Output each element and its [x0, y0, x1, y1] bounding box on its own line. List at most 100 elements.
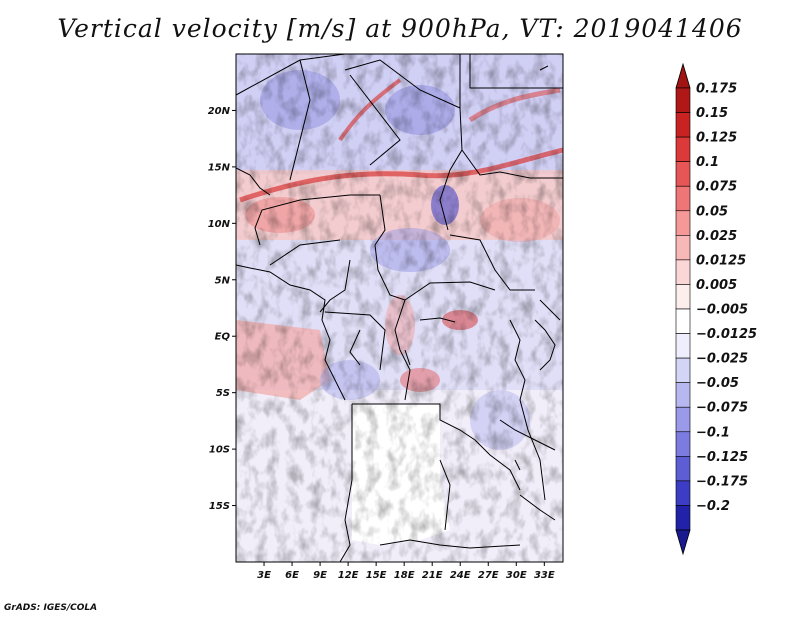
- border-line: [474, 439, 521, 491]
- colorbar-label: −0.2: [696, 499, 730, 514]
- lon-tick-label: 27E: [478, 570, 499, 581]
- lon-tick-label: 24E: [450, 570, 471, 581]
- colorbar-label: −0.005: [696, 303, 748, 318]
- border-line: [289, 59, 311, 181]
- border-line: [499, 419, 556, 451]
- colorbar: 0.175 0.15 0.125 0.1 0.075 0.05 0.025 0.0125 0.0…: [675, 62, 757, 556]
- coastline: [509, 319, 546, 501]
- colorbar-swatch: [675, 210, 691, 236]
- colorbar-label: 0.05: [696, 204, 728, 219]
- border-line: [339, 404, 353, 562]
- lon-tick-label: 6E: [285, 570, 299, 581]
- colorbar-bottom-arrow: [675, 529, 691, 556]
- colorbar-label: 0.1: [696, 155, 719, 170]
- border-line: [324, 311, 386, 371]
- lat-tick-label: 5N: [215, 275, 231, 286]
- colorbar-label: −0.1: [696, 425, 730, 440]
- colorbar-label: 0.0125: [696, 253, 746, 268]
- border-line: [269, 239, 341, 266]
- colorbar-label: 0.075: [696, 180, 737, 195]
- colorbar-label: 0.125: [696, 131, 737, 146]
- coastline: [539, 65, 549, 71]
- colorbar-swatch: [675, 87, 691, 113]
- border-line: [404, 281, 496, 301]
- border-line: [319, 259, 351, 313]
- colorbar-swatch: [675, 161, 691, 187]
- colorbar-swatch: [675, 431, 691, 457]
- colorbar-swatch: [675, 333, 691, 359]
- lon-tick-label: 30E: [506, 570, 527, 581]
- country-borders: [236, 54, 563, 562]
- velocity-field: [236, 54, 563, 562]
- border-line: [349, 329, 361, 366]
- colorbar-label: −0.075: [696, 401, 748, 416]
- colorbar-swatch: [675, 505, 691, 531]
- border-line: [349, 74, 401, 166]
- lon-tick-label: 12E: [338, 570, 359, 581]
- colorbar-label: 0.005: [696, 278, 737, 293]
- colorbar-swatch: [675, 480, 691, 506]
- lat-tick-label: EQ: [215, 332, 231, 343]
- colorbar-label: −0.125: [696, 450, 748, 465]
- colorbar-label: 0.025: [696, 229, 737, 244]
- border-line: [469, 54, 563, 89]
- coastline: [236, 264, 346, 401]
- map-frame: [235, 53, 564, 563]
- border-line: [352, 403, 476, 441]
- border-line: [449, 234, 535, 291]
- border-line: [461, 149, 563, 179]
- colorbar-swatch: [675, 382, 691, 408]
- lat-tick-label: 5S: [216, 388, 230, 399]
- lon-tick-label: 18E: [394, 570, 415, 581]
- field-speckle: [236, 54, 563, 562]
- coastline: [514, 459, 521, 471]
- latitude-axis: 20N 15N 10N 5N EQ 5S 10S 15S: [208, 106, 236, 512]
- border-line: [236, 167, 271, 196]
- colorbar-label: 0.175: [696, 82, 737, 97]
- colorbar-top-arrow: [675, 62, 691, 89]
- lon-tick-label: 15E: [366, 570, 387, 581]
- border-line: [254, 194, 380, 246]
- colorbar-label: −0.025: [696, 352, 748, 367]
- colorbar-swatch: [675, 235, 691, 261]
- colorbar-swatch: [675, 259, 691, 285]
- lat-tick-label: 10S: [209, 445, 230, 456]
- colorbar-swatch: [675, 357, 691, 383]
- colorbar-label: −0.0125: [696, 327, 757, 342]
- lat-tick-label: 10N: [208, 219, 231, 230]
- colorbar-swatch: [675, 456, 691, 482]
- lat-tick-label: 20N: [208, 106, 231, 117]
- colorbar-swatch: [675, 308, 691, 334]
- border-line: [439, 459, 451, 531]
- coastline: [534, 319, 556, 371]
- colorbar-swatch: [675, 136, 691, 162]
- colorbar-swatch: [675, 112, 691, 138]
- lon-tick-label: 33E: [534, 570, 555, 581]
- border-line: [439, 54, 463, 231]
- coastline: [419, 317, 456, 323]
- colorbar-label: −0.05: [696, 376, 739, 391]
- grads-credit: GrADS: IGES/COLA: [4, 603, 98, 613]
- lon-tick-label: 9E: [313, 570, 327, 581]
- colorbar-swatch: [675, 406, 691, 433]
- lat-tick-label: 15N: [208, 162, 231, 173]
- colorbar-label: 0.15: [696, 106, 728, 121]
- border-line: [519, 494, 556, 521]
- lon-tick-label: 21E: [422, 570, 443, 581]
- border-line: [379, 539, 521, 549]
- border-line: [374, 194, 386, 246]
- coastline: [404, 349, 411, 366]
- border-line: [394, 299, 411, 401]
- colorbar-swatch: [675, 185, 691, 212]
- colorbar-swatch: [675, 284, 691, 310]
- lat-tick-label: 15S: [209, 501, 230, 512]
- lon-tick-label: 3E: [257, 570, 271, 581]
- plot-title: Vertical velocity [m/s] at 900hPa, VT: 2…: [57, 14, 743, 43]
- border-line: [344, 59, 461, 109]
- border-line: [374, 244, 406, 301]
- coastline: [539, 299, 561, 321]
- longitude-axis: 3E 6E 9E 12E 15E 18E 21E 24E 27E 30E 33E: [257, 562, 555, 581]
- colorbar-label: −0.175: [696, 474, 748, 489]
